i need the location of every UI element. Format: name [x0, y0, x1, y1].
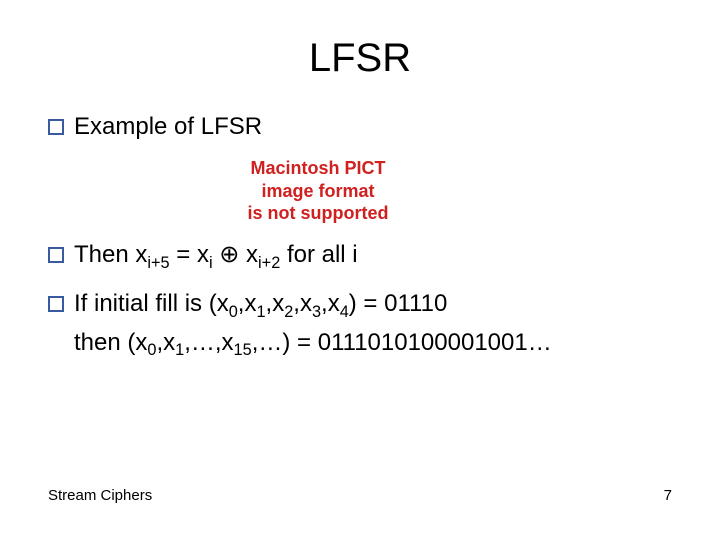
bullet-text-2: Then xi+5 = xi ⊕ xi+2 for all i — [74, 239, 672, 274]
b3-x4: x — [328, 290, 340, 317]
bullet-icon — [48, 119, 64, 135]
b2-eq: = — [170, 241, 197, 268]
slide-footer: Stream Ciphers 7 — [48, 487, 672, 504]
b2-sub2: i — [209, 254, 213, 272]
b3-prefix: If initial fill is ( — [74, 290, 217, 317]
pict-line-3: is not supported — [188, 202, 448, 225]
b3-s1: 1 — [256, 303, 265, 321]
b3-s3: 3 — [312, 303, 321, 321]
then-tail: ,…) = 0111010100001001… — [252, 329, 552, 356]
then-dots: ,…, — [184, 329, 221, 356]
then-prefix: then ( — [74, 329, 135, 356]
b2-sub1: i+5 — [147, 254, 169, 272]
then-line: then (x0,x1,…,x15,…) = 0111010100001001… — [74, 327, 672, 362]
b3-x0: x — [217, 290, 229, 317]
b3-s2: 2 — [284, 303, 293, 321]
then-s1: 1 — [175, 341, 184, 359]
bullet-row-3: If initial fill is (x0,x1,x2,x3,x4) = 01… — [48, 288, 672, 323]
bullet-icon — [48, 247, 64, 263]
b2-xor: ⊕ — [213, 241, 246, 268]
then-s15: 15 — [234, 341, 252, 359]
b3-s0: 0 — [229, 303, 238, 321]
b2-x1: x — [135, 241, 147, 268]
b3-s4: 4 — [340, 303, 349, 321]
bullet-text-3: If initial fill is (x0,x1,x2,x3,x4) = 01… — [74, 288, 672, 323]
bullet-row-1: Example of LFSR — [48, 111, 672, 143]
b2-prefix: Then — [74, 241, 135, 268]
bullet-row-2: Then xi+5 = xi ⊕ xi+2 for all i — [48, 239, 672, 274]
pict-placeholder: Macintosh PICT image format is not suppo… — [188, 157, 448, 225]
b3-x1: x — [244, 290, 256, 317]
bullet-text-1: Example of LFSR — [74, 111, 672, 143]
pict-line-2: image format — [188, 180, 448, 203]
b3-x2: x — [272, 290, 284, 317]
b2-tail: for all i — [280, 241, 357, 268]
bullet-icon — [48, 296, 64, 312]
b3-mid: ) = 01110 — [349, 290, 448, 317]
then-x15: x — [222, 329, 234, 356]
pict-line-1: Macintosh PICT — [188, 157, 448, 180]
then-s0: 0 — [147, 341, 156, 359]
slide-title: LFSR — [48, 36, 672, 81]
then-x0: x — [135, 329, 147, 356]
footer-left: Stream Ciphers — [48, 487, 152, 504]
b2-sub3: i+2 — [258, 254, 280, 272]
footer-right: 7 — [664, 487, 672, 504]
then-x1: x — [163, 329, 175, 356]
b2-x2: x — [197, 241, 209, 268]
b2-x3: x — [246, 241, 258, 268]
b3-x3: x — [300, 290, 312, 317]
